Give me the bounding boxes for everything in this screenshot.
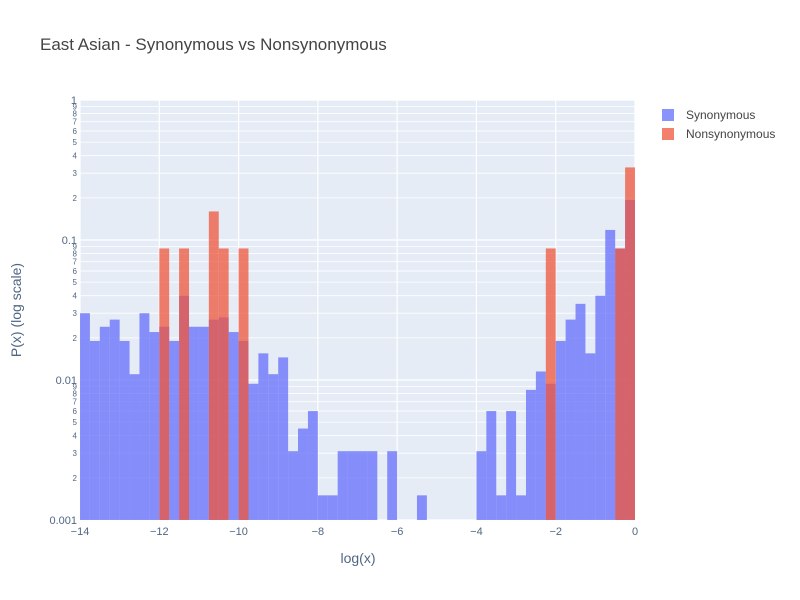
y-minor-tick-label: 9 <box>73 242 78 251</box>
chart-title: East Asian - Synonymous vs Nonsynonymous <box>40 35 387 54</box>
bar-synonymous[interactable] <box>367 451 378 520</box>
y-axis-title: P(x) (log scale) <box>8 263 24 357</box>
y-minor-tick-label: 8 <box>73 250 78 259</box>
bar-nonsynonymous[interactable] <box>179 248 190 521</box>
y-tick-label: 0.1 <box>62 235 77 247</box>
x-tick-label: −12 <box>150 526 169 538</box>
bars <box>80 167 635 521</box>
bar-nonsynonymous[interactable] <box>625 167 635 520</box>
y-minor-tick-label: 6 <box>73 267 78 276</box>
bar-synonymous[interactable] <box>387 451 398 520</box>
y-minor-tick-label: 9 <box>73 382 78 391</box>
bar-synonymous[interactable] <box>555 340 566 520</box>
y-minor-tick-label: 6 <box>73 407 78 416</box>
bar-synonymous[interactable] <box>298 428 308 520</box>
x-axis-ticks: −14 −12 −10 −8 −6 −4 −2 0 <box>71 526 638 538</box>
legend-item-nonsynonymous[interactable]: Nonsynonymous <box>662 127 775 141</box>
bar-synonymous[interactable] <box>248 383 259 520</box>
legend-label-synonymous: Synonymous <box>686 108 755 122</box>
x-tick-label: −4 <box>470 526 483 538</box>
bar-nonsynonymous[interactable] <box>208 211 219 520</box>
bar-synonymous[interactable] <box>109 319 120 520</box>
x-tick-label: −6 <box>391 526 404 538</box>
bar-synonymous[interactable] <box>169 340 180 520</box>
y-minor-tick-label: 3 <box>73 169 78 178</box>
bar-synonymous[interactable] <box>129 374 140 520</box>
y-minor-tick-label: 3 <box>73 309 78 318</box>
bar-synonymous[interactable] <box>89 340 100 520</box>
bar-synonymous[interactable] <box>585 353 596 520</box>
bar-nonsynonymous[interactable] <box>218 248 229 521</box>
bar-synonymous[interactable] <box>486 411 497 520</box>
bar-nonsynonymous[interactable] <box>615 248 626 521</box>
bar-synonymous[interactable] <box>268 374 279 520</box>
bar-synonymous[interactable] <box>347 451 358 520</box>
bar-synonymous[interactable] <box>80 313 90 520</box>
y-minor-tick-label: 7 <box>73 398 78 407</box>
bar-synonymous[interactable] <box>278 357 289 520</box>
y-minor-tick-label: 4 <box>73 292 78 301</box>
x-tick-label: 0 <box>632 526 638 538</box>
bar-synonymous[interactable] <box>119 340 130 520</box>
bar-synonymous[interactable] <box>496 495 507 520</box>
y-tick-label: 1 <box>71 95 77 107</box>
y-minor-tick-label: 2 <box>73 474 78 483</box>
bar-synonymous[interactable] <box>535 371 546 520</box>
y-minor-tick-label: 7 <box>73 258 78 267</box>
y-minor-tick-label: 5 <box>73 278 78 287</box>
x-tick-label: −10 <box>229 526 248 538</box>
legend-swatch-synonymous <box>662 109 674 121</box>
y-minor-tick-label: 8 <box>73 110 78 119</box>
legend-label-nonsynonymous: Nonsynonymous <box>686 127 775 141</box>
x-tick-label: −2 <box>549 526 562 538</box>
bar-nonsynonymous[interactable] <box>545 248 556 521</box>
y-minor-tick-label: 4 <box>73 432 78 441</box>
bar-synonymous[interactable] <box>476 451 487 520</box>
legend-item-synonymous[interactable]: Synonymous <box>662 108 755 122</box>
x-axis-title: log(x) <box>340 550 375 566</box>
y-minor-tick-label: 3 <box>73 449 78 458</box>
bar-synonymous[interactable] <box>258 353 269 520</box>
bar-synonymous[interactable] <box>198 326 209 520</box>
bar-nonsynonymous[interactable] <box>159 248 170 521</box>
y-minor-tick-label: 2 <box>73 334 78 343</box>
y-tick-label: 0.001 <box>49 515 77 527</box>
bar-synonymous[interactable] <box>228 332 239 520</box>
bar-synonymous[interactable] <box>605 229 616 520</box>
y-minor-tick-label: 4 <box>73 152 78 161</box>
bar-synonymous[interactable] <box>317 495 328 520</box>
y-tick-label: 0.01 <box>56 375 77 387</box>
legend-swatch-nonsynonymous <box>662 128 674 140</box>
y-minor-tick-label: 9 <box>73 102 78 111</box>
bar-synonymous[interactable] <box>506 411 517 520</box>
bar-synonymous[interactable] <box>337 451 348 520</box>
y-minor-tick-label: 7 <box>73 118 78 127</box>
bar-synonymous[interactable] <box>575 303 586 520</box>
bar-synonymous[interactable] <box>516 495 526 520</box>
bar-synonymous[interactable] <box>327 495 338 520</box>
bar-synonymous[interactable] <box>149 332 160 520</box>
y-minor-tick-label: 6 <box>73 127 78 136</box>
bar-synonymous[interactable] <box>595 295 606 520</box>
bar-synonymous[interactable] <box>416 495 427 520</box>
x-tick-label: −8 <box>312 526 325 538</box>
x-tick-label: −14 <box>71 526 90 538</box>
bar-nonsynonymous[interactable] <box>238 248 249 521</box>
bar-synonymous[interactable] <box>99 326 110 520</box>
legend: Synonymous Nonsynonymous <box>662 108 775 141</box>
bar-synonymous[interactable] <box>525 389 536 520</box>
bar-synonymous[interactable] <box>189 326 199 520</box>
y-minor-tick-label: 5 <box>73 138 78 147</box>
bar-synonymous[interactable] <box>288 451 299 520</box>
y-minor-tick-label: 2 <box>73 194 78 203</box>
bar-synonymous[interactable] <box>565 319 576 520</box>
bar-synonymous[interactable] <box>357 451 368 520</box>
y-minor-tick-label: 8 <box>73 390 78 399</box>
bar-synonymous[interactable] <box>139 313 150 520</box>
bar-synonymous[interactable] <box>307 411 318 520</box>
y-minor-tick-label: 5 <box>73 418 78 427</box>
